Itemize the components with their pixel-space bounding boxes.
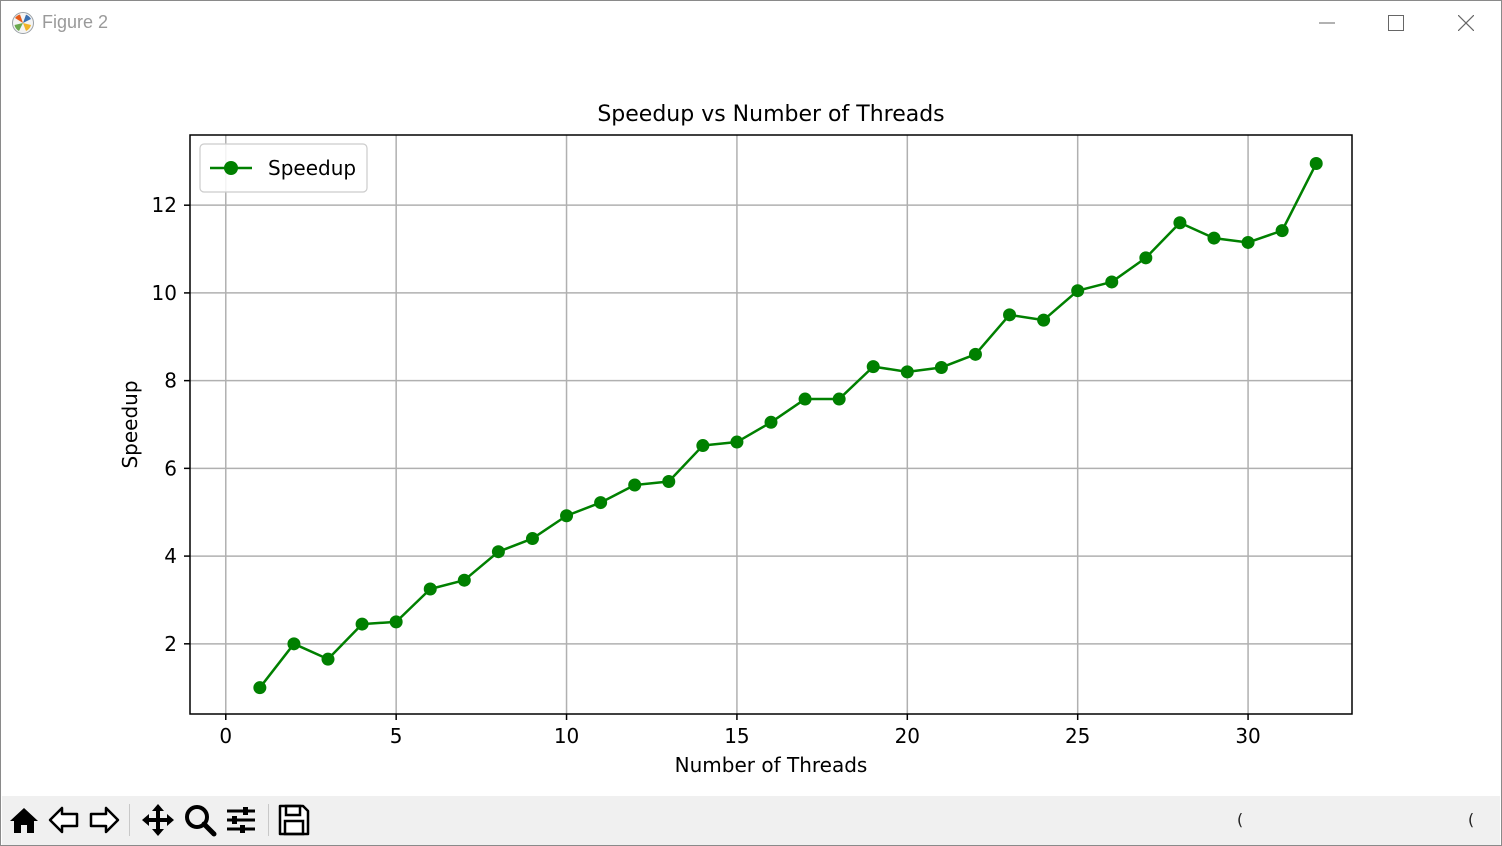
cursor-readout-left: ( bbox=[1235, 810, 1245, 829]
speedup-point bbox=[1207, 231, 1221, 245]
speedup-point bbox=[423, 582, 437, 596]
speedup-point bbox=[764, 415, 778, 429]
x-tick-label: 20 bbox=[895, 724, 920, 748]
speedup-point bbox=[662, 475, 676, 489]
maximize-button[interactable] bbox=[1362, 1, 1430, 45]
speedup-point bbox=[560, 509, 574, 523]
save-button[interactable] bbox=[276, 802, 312, 838]
speedup-point bbox=[798, 392, 812, 406]
zoom-icon bbox=[185, 805, 217, 837]
speedup-point bbox=[900, 365, 914, 379]
matplotlib-app-icon bbox=[11, 11, 35, 35]
y-tick-label: 12 bbox=[152, 193, 177, 217]
speedup-point bbox=[1037, 313, 1051, 327]
x-tick-label: 15 bbox=[724, 724, 749, 748]
window-title: Figure 2 bbox=[42, 12, 109, 32]
legend-marker bbox=[224, 161, 238, 175]
y-tick-label: 2 bbox=[164, 632, 177, 656]
close-button[interactable] bbox=[1432, 1, 1500, 45]
speedup-point bbox=[628, 478, 642, 492]
navigation-toolbar: ( ( bbox=[2, 796, 1500, 845]
x-tick-label: 10 bbox=[554, 724, 579, 748]
x-tick-label: 5 bbox=[390, 724, 403, 748]
configure-subplots-button[interactable] bbox=[223, 802, 259, 838]
configure-subplots-icon bbox=[227, 807, 255, 833]
speedup-point bbox=[389, 615, 403, 629]
speedup-point bbox=[934, 360, 948, 374]
maximize-icon bbox=[1388, 15, 1404, 31]
home-button[interactable] bbox=[6, 802, 42, 838]
speedup-point bbox=[832, 392, 846, 406]
speedup-point bbox=[1139, 251, 1153, 265]
cursor-readout-right: ( bbox=[1466, 810, 1476, 829]
speedup-point bbox=[1309, 157, 1323, 171]
speedup-chart: 0 5 10 15 20 25 30 2 4 6 8 10 12 Speedup vs Number o… bbox=[118, 102, 1353, 777]
speedup-point bbox=[1275, 224, 1289, 238]
y-axis-label: Speedup bbox=[118, 380, 142, 468]
speedup-point bbox=[1105, 275, 1119, 289]
title-bar[interactable]: Figure 2 bbox=[1, 1, 1501, 45]
y-tick-label: 10 bbox=[152, 281, 177, 305]
speedup-point bbox=[1173, 216, 1187, 230]
speedup-point bbox=[1003, 308, 1017, 322]
toolbar-separator bbox=[268, 804, 269, 836]
ticks: 0 5 10 15 20 25 30 2 4 6 8 10 12 bbox=[152, 193, 1261, 748]
speedup-point bbox=[1241, 235, 1255, 249]
speedup-point bbox=[866, 360, 880, 374]
forward-icon bbox=[89, 806, 120, 834]
speedup-point bbox=[321, 652, 335, 666]
minimize-button[interactable] bbox=[1293, 1, 1361, 45]
speedup-point bbox=[491, 545, 505, 559]
x-tick-label: 0 bbox=[219, 724, 232, 748]
speedup-line bbox=[258, 162, 1318, 689]
save-icon bbox=[278, 804, 310, 836]
speedup-point bbox=[730, 435, 744, 449]
back-icon bbox=[48, 806, 79, 834]
speedup-point bbox=[594, 496, 608, 510]
y-tick-label: 4 bbox=[164, 544, 177, 568]
chart-title: Speedup vs Number of Threads bbox=[597, 102, 944, 127]
y-tick-label: 8 bbox=[164, 369, 177, 393]
speedup-point bbox=[457, 573, 471, 587]
close-icon bbox=[1458, 15, 1474, 31]
back-button[interactable] bbox=[46, 802, 82, 838]
speedup-point bbox=[253, 681, 267, 695]
forward-button[interactable] bbox=[86, 802, 122, 838]
speedup-point bbox=[287, 637, 301, 651]
pan-button[interactable] bbox=[140, 802, 176, 838]
grid bbox=[190, 135, 1352, 714]
legend-box bbox=[199, 143, 368, 193]
speedup-point bbox=[696, 439, 710, 453]
speedup-point bbox=[355, 617, 369, 631]
toolbar-separator bbox=[129, 804, 130, 836]
zoom-button[interactable] bbox=[182, 802, 218, 838]
minimize-icon bbox=[1319, 22, 1335, 24]
x-tick-label: 30 bbox=[1235, 724, 1260, 748]
pan-icon bbox=[142, 804, 174, 836]
x-axis-label: Number of Threads bbox=[675, 753, 868, 777]
figure-canvas[interactable]: 0 5 10 15 20 25 30 2 4 6 8 10 12 Speedup vs Number o… bbox=[3, 45, 1501, 795]
home-icon bbox=[10, 808, 38, 833]
speedup-point bbox=[1071, 284, 1085, 298]
series-layer bbox=[253, 157, 1323, 695]
y-tick-label: 6 bbox=[164, 456, 177, 480]
legend: Speedup bbox=[199, 143, 368, 193]
legend-label: Speedup bbox=[268, 156, 356, 180]
axes-frame bbox=[189, 134, 1353, 715]
x-tick-label: 25 bbox=[1065, 724, 1090, 748]
speedup-point bbox=[525, 532, 539, 546]
speedup-point bbox=[968, 347, 982, 361]
